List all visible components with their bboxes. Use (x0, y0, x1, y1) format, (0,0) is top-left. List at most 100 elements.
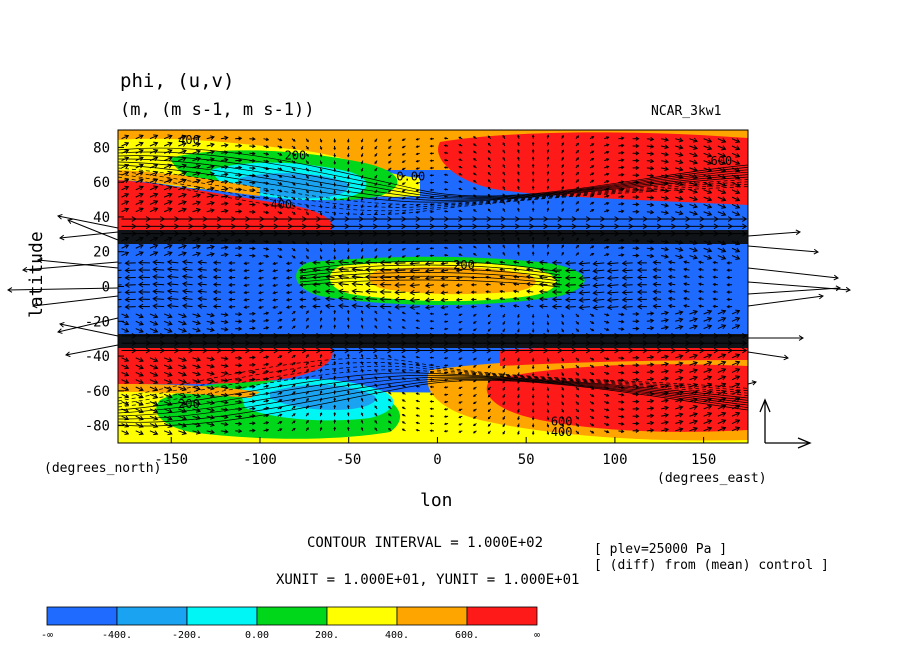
wind-vector-head (265, 384, 270, 389)
contour-line (118, 369, 748, 408)
wind-vector (206, 180, 215, 183)
wind-vector (703, 383, 712, 388)
wind-vector-head (224, 392, 229, 398)
wind-vector-head (181, 356, 187, 362)
wind-vector-head (224, 326, 229, 332)
wind-vector (198, 268, 207, 271)
wind-vector (338, 305, 349, 308)
wind-vector (526, 268, 534, 271)
wind-vector-head (210, 186, 215, 192)
wind-vector-head (721, 324, 727, 330)
wind-vector-head (181, 429, 187, 435)
wind-vector-head (265, 362, 270, 367)
wind-vector-head (546, 315, 550, 319)
overspill-vector (59, 231, 119, 239)
overspill-vector (747, 231, 801, 237)
wind-vector (660, 326, 669, 330)
wind-vector-head (458, 158, 462, 162)
wind-vector (220, 386, 228, 389)
wind-vector-head (712, 282, 716, 287)
wind-vector-head (564, 304, 571, 310)
wind-vector-head (429, 166, 433, 170)
wind-vector (220, 173, 228, 176)
wind-vector-head (650, 239, 655, 244)
wind-vector (653, 290, 662, 293)
wind-vector-head (620, 143, 625, 148)
wind-vector-head (153, 379, 159, 385)
wind-vector (135, 171, 144, 176)
wind-vector-head (667, 303, 673, 309)
wind-vector (703, 420, 712, 424)
wind-vector-head (664, 144, 670, 150)
wind-vector-head (650, 173, 655, 178)
wind-vector-head (620, 356, 625, 361)
wind-vector-head (292, 248, 296, 252)
wind-vector-head (620, 363, 625, 368)
wind-vector-head (360, 324, 364, 328)
wind-vector-head (667, 282, 673, 287)
wind-vector (653, 305, 662, 308)
wind-vector (703, 255, 712, 260)
wind-vector-head (388, 153, 391, 157)
wind-vector-head (124, 134, 130, 140)
wind-vector-head (124, 296, 130, 303)
wind-vector-head (181, 251, 187, 257)
wind-vector (121, 408, 129, 413)
wind-vector-head (299, 304, 304, 309)
wind-vector-head (561, 193, 564, 196)
wind-vector-head (374, 317, 377, 321)
wind-vector-head (429, 407, 433, 411)
wind-vector-head (470, 305, 475, 309)
wind-vector (526, 305, 534, 308)
wind-vector (121, 171, 129, 176)
wind-vector-head (347, 426, 350, 430)
wind-vector-head (443, 400, 447, 404)
wind-vector-head (706, 375, 713, 381)
wind-vector-head (706, 426, 713, 432)
wind-vector (182, 297, 193, 300)
wind-vector-head (678, 174, 684, 179)
wind-vector-head (265, 137, 270, 142)
wind-vector-head (664, 151, 670, 157)
wind-vector-head (606, 386, 610, 390)
wind-vector-head (440, 268, 445, 273)
wind-vector-head (517, 410, 520, 414)
wind-vector-head (472, 365, 476, 368)
wind-vector-head (167, 371, 173, 377)
wind-vector-head (258, 305, 262, 309)
wind-vector (366, 261, 378, 264)
wind-vector-head (667, 296, 673, 301)
wind-vector-head (319, 404, 323, 408)
wind-vector-head (388, 369, 391, 372)
wind-vector (717, 419, 726, 424)
wind-vector-head (124, 328, 130, 333)
wind-vector (220, 180, 228, 184)
wind-vector (118, 298, 122, 301)
wind-vector-head (517, 156, 520, 160)
wind-vector-head (181, 371, 187, 377)
wind-vector-head (401, 255, 405, 258)
wind-vector-head (650, 166, 655, 171)
wind-vector (163, 237, 173, 242)
wind-vector (731, 405, 740, 410)
wind-vector-head (153, 200, 159, 205)
wind-vector-head (512, 296, 517, 301)
wind-vector-head (721, 397, 727, 403)
wind-vector (163, 208, 173, 213)
wind-vector (703, 240, 712, 245)
wind-vector (622, 306, 633, 308)
wind-vector (646, 211, 654, 213)
wind-vector-head (591, 252, 595, 256)
wind-vector-head (360, 383, 364, 386)
wind-vector-head (415, 240, 419, 243)
wind-vector-head (606, 415, 610, 419)
wind-vector (325, 276, 335, 278)
wind-vector-head (561, 410, 564, 413)
wind-vector (660, 255, 669, 258)
wind-vector-head (706, 167, 713, 173)
wind-vector (178, 408, 187, 413)
wind-vector-head (455, 305, 460, 309)
wind-vector-head (181, 295, 188, 302)
wind-vector (579, 306, 591, 309)
wind-vector-head (502, 171, 506, 175)
